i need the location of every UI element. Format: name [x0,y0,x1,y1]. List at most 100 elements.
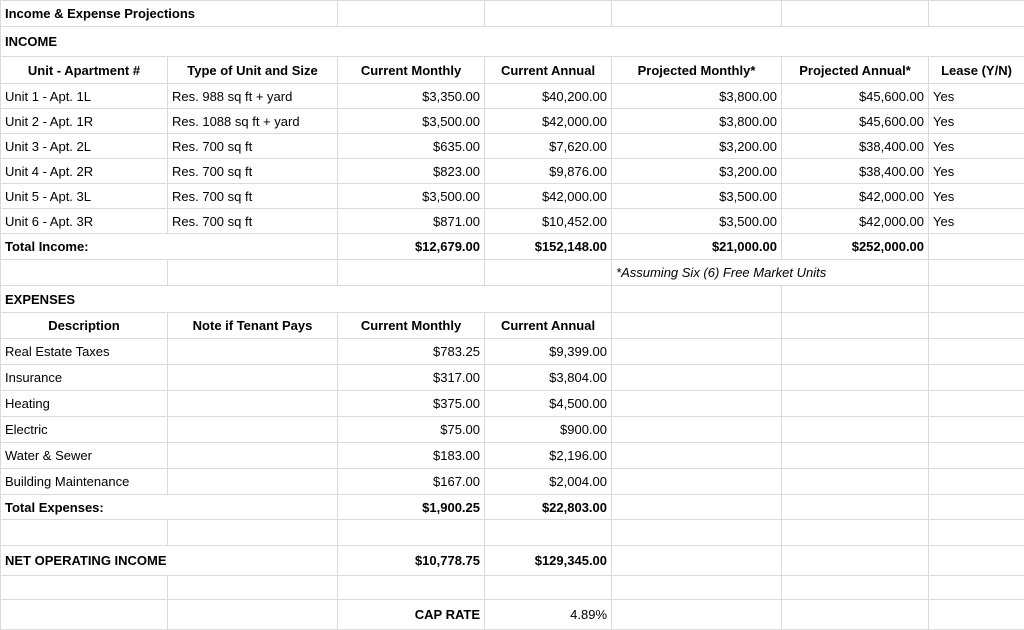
expenses-total-current-monthly: $1,900.25 [337,494,486,520]
unit-cell: Unit 6 - Apt. 3R [0,208,168,234]
expense-row: Real Estate Taxes $783.25 $9,399.00 [0,338,1024,365]
spacer-row [0,519,1024,546]
description-cell: Water & Sewer [0,442,168,469]
empty-cell [928,575,1024,600]
income-total-projected-annual: $252,000.00 [781,233,930,260]
empty-cell [928,259,1024,286]
expense-row: Building Maintenance $167.00 $2,004.00 [0,468,1024,495]
unit-cell: Unit 3 - Apt. 2L [0,133,168,159]
empty-cell [781,494,930,520]
col-header-exp-current-annual: Current Annual [484,312,613,339]
projected-monthly-cell: $3,200.00 [611,158,783,184]
title-row: Income & Expense Projections [0,0,1024,27]
spacer-row [0,575,1024,600]
type-cell: Res. 700 sq ft [166,183,339,209]
type-cell: Res. 988 sq ft + yard [166,83,339,109]
current-monthly-cell: $823.00 [337,158,486,184]
empty-cell [928,599,1024,630]
current-annual-cell: $9,876.00 [484,158,613,184]
expenses-total-label: Total Expenses: [0,494,339,520]
empty-cell [781,468,930,495]
empty-cell [166,599,339,630]
empty-cell [928,390,1024,417]
type-cell: Res. 1088 sq ft + yard [166,108,339,134]
income-total-row: Total Income: $12,679.00 $152,148.00 $21… [0,233,1024,260]
col-header-unit: Unit - Apartment # [0,56,168,84]
current-monthly-cell: $3,350.00 [337,83,486,109]
exp-current-annual-cell: $3,804.00 [484,364,613,391]
projected-monthly-cell: $3,800.00 [611,108,783,134]
expenses-header-row: Description Note if Tenant Pays Current … [0,312,1024,339]
current-annual-cell: $42,000.00 [484,183,613,209]
note-cell [166,390,339,417]
empty-cell [484,519,613,546]
empty-cell [484,259,613,286]
exp-current-monthly-cell: $183.00 [337,442,486,469]
unit-cell: Unit 5 - Apt. 3L [0,183,168,209]
empty-cell [781,575,930,600]
exp-current-annual-cell: $900.00 [484,416,613,443]
expenses-section-label: EXPENSES [0,285,613,313]
footnote-row: *Assuming Six (6) Free Market Units [0,259,1024,286]
col-header-projected-annual: Projected Annual* [781,56,930,84]
projected-monthly-cell: $3,800.00 [611,83,783,109]
cap-rate-row: CAP RATE 4.89% [0,599,1024,630]
expenses-section-row: EXPENSES [0,285,1024,313]
exp-current-annual-cell: $2,196.00 [484,442,613,469]
empty-cell [928,338,1024,365]
projected-annual-cell: $42,000.00 [781,183,930,209]
income-row: Unit 4 - Apt. 2R Res. 700 sq ft $823.00 … [0,158,1024,184]
empty-cell [611,364,783,391]
type-cell: Res. 700 sq ft [166,158,339,184]
income-total-current-monthly: $12,679.00 [337,233,486,260]
empty-cell [611,0,783,27]
empty-cell [337,519,486,546]
empty-cell [928,285,1024,313]
empty-cell [611,575,783,600]
empty-cell [337,0,486,27]
noi-label: NET OPERATING INCOME [0,545,339,576]
cap-rate-label: CAP RATE [337,599,486,630]
empty-cell [928,312,1024,339]
empty-cell [611,338,783,365]
empty-cell [611,442,783,469]
income-header-row: Unit - Apartment # Type of Unit and Size… [0,56,1024,84]
note-cell [166,364,339,391]
col-header-current-monthly: Current Monthly [337,56,486,84]
income-section-row: INCOME [0,26,1024,57]
projected-annual-cell: $38,400.00 [781,133,930,159]
expenses-total-row: Total Expenses: $1,900.25 $22,803.00 [0,494,1024,520]
projected-annual-cell: $38,400.00 [781,158,930,184]
exp-current-monthly-cell: $75.00 [337,416,486,443]
income-footnote: *Assuming Six (6) Free Market Units [611,259,930,286]
noi-monthly-value: $10,778.75 [337,545,486,576]
exp-current-annual-cell: $4,500.00 [484,390,613,417]
exp-current-monthly-cell: $167.00 [337,468,486,495]
empty-cell [166,519,339,546]
empty-cell [611,468,783,495]
empty-cell [0,575,168,600]
projected-monthly-cell: $3,200.00 [611,133,783,159]
income-total-projected-monthly: $21,000.00 [611,233,783,260]
page-title: Income & Expense Projections [0,0,339,27]
unit-cell: Unit 4 - Apt. 2R [0,158,168,184]
current-monthly-cell: $3,500.00 [337,108,486,134]
empty-cell [928,0,1024,27]
empty-cell [781,416,930,443]
empty-cell [166,575,339,600]
empty-cell [611,285,783,313]
empty-cell [611,519,783,546]
lease-cell: Yes [928,208,1024,234]
expense-row: Water & Sewer $183.00 $2,196.00 [0,442,1024,469]
type-cell: Res. 700 sq ft [166,133,339,159]
empty-cell [781,390,930,417]
empty-cell [611,390,783,417]
expense-row: Insurance $317.00 $3,804.00 [0,364,1024,391]
description-cell: Electric [0,416,168,443]
projected-monthly-cell: $3,500.00 [611,183,783,209]
empty-cell [166,259,339,286]
empty-cell [484,0,613,27]
lease-cell: Yes [928,158,1024,184]
